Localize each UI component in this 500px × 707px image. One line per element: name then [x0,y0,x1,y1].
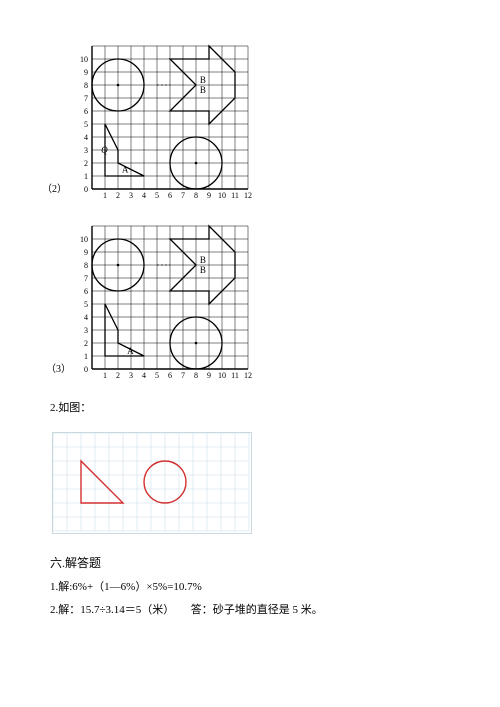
svg-text:10: 10 [218,371,226,380]
grid-shapes [52,432,252,534]
svg-text:B: B [200,255,206,265]
svg-text:3: 3 [129,191,133,200]
svg-text:B: B [200,75,206,85]
svg-text:5: 5 [84,300,88,309]
svg-text:Q: Q [101,145,108,155]
svg-text:2: 2 [116,191,120,200]
svg-text:8: 8 [84,261,88,270]
svg-text:B: B [200,85,206,95]
svg-text:4: 4 [84,133,88,142]
svg-text:10: 10 [218,191,226,200]
svg-text:9: 9 [84,68,88,77]
svg-text:0: 0 [84,185,88,194]
svg-text:2: 2 [84,339,88,348]
svg-text:4: 4 [84,313,88,322]
svg-text:1: 1 [84,172,88,181]
svg-text:3: 3 [84,146,88,155]
section-6-title: 六.解答题 [50,554,450,571]
svg-text:8: 8 [84,81,88,90]
svg-text:9: 9 [207,371,211,380]
svg-text:0: 0 [84,365,88,374]
svg-text:3: 3 [129,371,133,380]
svg-text:1: 1 [103,371,107,380]
figure-3: 012345678910123456789101112ABB （3） [70,220,450,380]
svg-text:3: 3 [84,326,88,335]
svg-text:6: 6 [84,107,88,116]
svg-text:A: A [127,346,134,356]
svg-text:6: 6 [168,191,172,200]
svg-text:7: 7 [181,371,185,380]
grid-chart-2: 012345678910123456789101112ABBQ [70,40,270,200]
svg-text:1: 1 [84,352,88,361]
svg-text:5: 5 [155,191,159,200]
svg-text:B: B [200,265,206,275]
svg-text:11: 11 [231,371,239,380]
svg-text:12: 12 [244,371,252,380]
question-2-title: 2.如图： [50,400,450,418]
svg-text:5: 5 [155,371,159,380]
svg-text:6: 6 [168,371,172,380]
svg-text:5: 5 [84,120,88,129]
svg-text:8: 8 [194,371,198,380]
grid-chart-3: 012345678910123456789101112ABB [70,220,270,380]
svg-text:7: 7 [84,274,88,283]
svg-text:9: 9 [84,248,88,257]
figure-2: 012345678910123456789101112ABBQ （2） [70,40,450,200]
svg-text:4: 4 [142,371,146,380]
svg-text:7: 7 [84,94,88,103]
figure-q2 [52,432,450,534]
svg-text:1: 1 [103,191,107,200]
svg-text:4: 4 [142,191,146,200]
figure-2-label: （2） [42,180,67,195]
svg-text:2: 2 [84,159,88,168]
answer-line-1: 1.解:6%+（1—6%）×5%=10.7% [50,579,450,597]
figure-3-label: （3） [46,360,71,375]
svg-text:9: 9 [207,191,211,200]
svg-text:10: 10 [80,55,88,64]
svg-text:A: A [122,165,129,175]
answer-line-2: 2.解：15.7÷3.14＝5（米） 答：砂子堆的直径是 5 米。 [50,602,450,620]
svg-text:10: 10 [80,235,88,244]
svg-text:8: 8 [194,191,198,200]
svg-text:7: 7 [181,191,185,200]
svg-text:6: 6 [84,287,88,296]
svg-text:2: 2 [116,371,120,380]
svg-text:11: 11 [231,191,239,200]
svg-text:12: 12 [244,191,252,200]
